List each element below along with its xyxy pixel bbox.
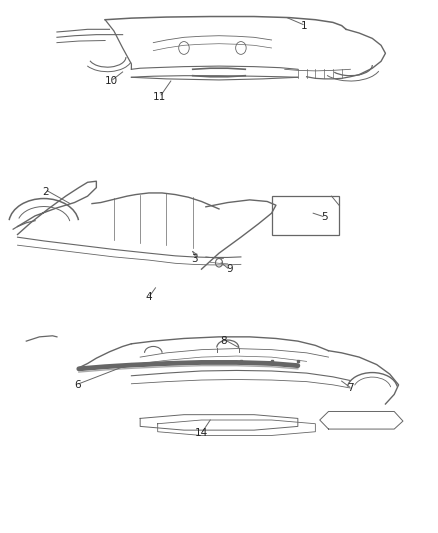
Text: 2: 2 — [42, 187, 49, 197]
Text: 11: 11 — [153, 92, 166, 102]
Text: 8: 8 — [220, 336, 227, 346]
Text: 3: 3 — [191, 254, 198, 263]
Bar — [272, 196, 339, 235]
Text: 1: 1 — [301, 21, 308, 30]
Text: 4: 4 — [145, 292, 152, 302]
Text: 5: 5 — [321, 213, 328, 222]
Text: 10: 10 — [105, 76, 118, 86]
Text: 14: 14 — [195, 428, 208, 438]
Text: 9: 9 — [226, 264, 233, 274]
Text: 6: 6 — [74, 380, 81, 390]
Text: 7: 7 — [347, 383, 354, 393]
